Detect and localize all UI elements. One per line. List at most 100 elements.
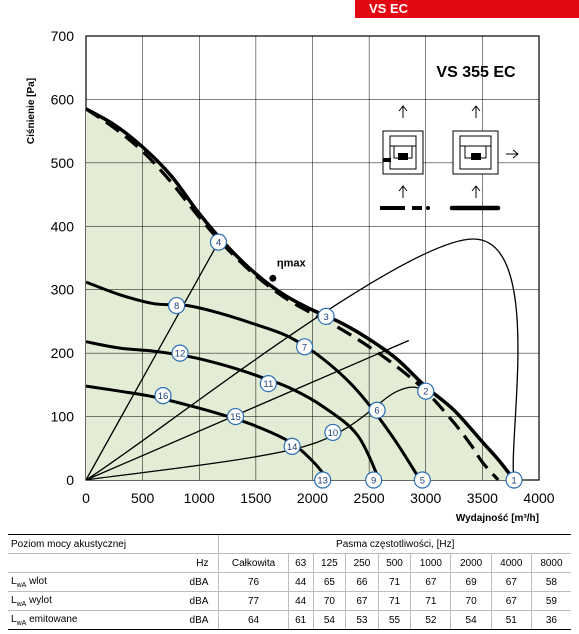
point-label: 14 [287, 442, 298, 453]
point-marker [226, 407, 245, 426]
speed-curve-12 [85, 340, 381, 481]
point-label: 6 [374, 406, 379, 417]
table-cell: 76 [218, 572, 289, 592]
columns-spacer [8, 553, 175, 573]
table-cell: 44 [287, 572, 314, 592]
grid-overlay [86, 36, 539, 480]
operating-point-12: 12 [171, 344, 189, 362]
point-marker [314, 471, 332, 489]
col-header: 1000 [410, 553, 451, 573]
point-marker [209, 233, 228, 251]
x-tick-label: 2000 [297, 490, 328, 506]
col-header: 250 [345, 553, 379, 573]
table-cell: 53 [345, 610, 379, 630]
table-cell: 70 [450, 591, 492, 611]
operating-point-6: 6 [368, 401, 386, 419]
table-cell: 36 [530, 610, 571, 630]
point-label: 13 [317, 476, 328, 487]
point-marker [368, 401, 386, 419]
y-tick-label: 400 [51, 218, 75, 234]
table-header-row: Poziom mocy akustycznej Pasma częstotliw… [8, 534, 571, 554]
table-cell: 69 [450, 572, 492, 592]
operating-point-7: 7 [295, 338, 314, 356]
x-tick-label: 500 [131, 490, 155, 506]
max-curve-inlet-dashed [85, 107, 500, 482]
speed-curve-16 [85, 384, 330, 481]
point-marker [365, 471, 383, 489]
point-marker [417, 382, 435, 400]
table-title: Poziom mocy akustycznej [8, 534, 175, 554]
table-cell: 71 [410, 591, 451, 611]
point-marker [324, 423, 342, 442]
product-series-badge: VS EC [355, 0, 579, 18]
table-cell: 65 [312, 572, 346, 592]
point-marker [171, 344, 189, 362]
operating-point-1: 1 [505, 471, 523, 489]
point-marker [413, 471, 431, 489]
fan-diagram-icon-inlet [382, 105, 424, 198]
operating-point-5: 5 [413, 471, 431, 489]
point-marker [505, 471, 523, 489]
chart-title: VS 355 EC [436, 64, 516, 81]
point-label: 11 [263, 379, 273, 390]
col-header: 2000 [450, 553, 492, 573]
system-curve-C [85, 238, 519, 481]
point-label: 7 [302, 342, 307, 353]
row-unit: dBA [174, 610, 219, 630]
table-row: LwA emitowane dBA 64 61 54 53 55 52 54 5… [8, 610, 571, 630]
operating-point-13: 13 [314, 471, 332, 489]
table-cell: 61 [287, 610, 314, 630]
operating-point-14: 14 [283, 437, 301, 455]
x-tick-label: 0 [82, 490, 90, 506]
table-cell: 66 [345, 572, 379, 592]
point-label: 8 [174, 301, 179, 312]
col-header: 63 [287, 553, 314, 573]
y-axis-label: Ciśnienie [Pa] [26, 78, 37, 144]
table-cell: 67 [345, 591, 379, 611]
header-spacer [174, 534, 219, 554]
point-label: 12 [175, 349, 186, 360]
y-tick-label: 100 [51, 409, 75, 425]
table-cell: 52 [410, 610, 451, 630]
x-tick-label: 2500 [354, 490, 385, 506]
point-marker [259, 374, 277, 393]
table-cell: 58 [530, 572, 571, 592]
row-label: LwA wylot [8, 591, 175, 611]
table-cell: 44 [287, 591, 314, 611]
table-columns-row: Hz Całkowita 63 125 250 500 1000 2000 40… [8, 553, 571, 573]
table-row: LwA wylot dBA 77 44 70 67 71 71 70 67 59 [8, 591, 571, 611]
point-label: 2 [423, 387, 428, 398]
col-header: 500 [377, 553, 411, 573]
eta-max-label: ηmax [277, 257, 307, 269]
row-unit: dBA [174, 572, 219, 592]
point-label: 9 [371, 476, 376, 487]
table-cell: 70 [312, 591, 346, 611]
col-header: 125 [312, 553, 346, 573]
point-label: 1 [511, 476, 516, 487]
col-header: 4000 [490, 553, 532, 573]
point-label: 16 [158, 391, 169, 402]
hz-label: Hz [174, 553, 219, 573]
point-marker [168, 296, 186, 315]
y-tick-label: 600 [51, 91, 75, 107]
table-cell: 77 [218, 591, 289, 611]
operating-point-9: 9 [365, 471, 383, 489]
y-tick-label: 200 [51, 345, 75, 361]
operating-point-4: 4 [209, 233, 228, 251]
row-label: LwA wlot [8, 572, 175, 592]
point-label: 3 [323, 312, 328, 323]
table-cell: 55 [377, 610, 411, 630]
col-header: Całkowita [218, 553, 289, 573]
x-tick-label: 1500 [240, 490, 271, 506]
operating-point-15: 15 [226, 407, 245, 426]
table-cell: 71 [377, 572, 411, 592]
eta-max-marker [269, 274, 277, 282]
point-label: 10 [328, 428, 339, 439]
table-cell: 51 [490, 610, 532, 630]
speed-curve-8 [85, 280, 422, 481]
table-cell: 67 [490, 572, 532, 592]
operating-point-16: 16 [154, 387, 172, 405]
row-label: LwA emitowane [8, 610, 175, 630]
point-marker [154, 387, 172, 405]
